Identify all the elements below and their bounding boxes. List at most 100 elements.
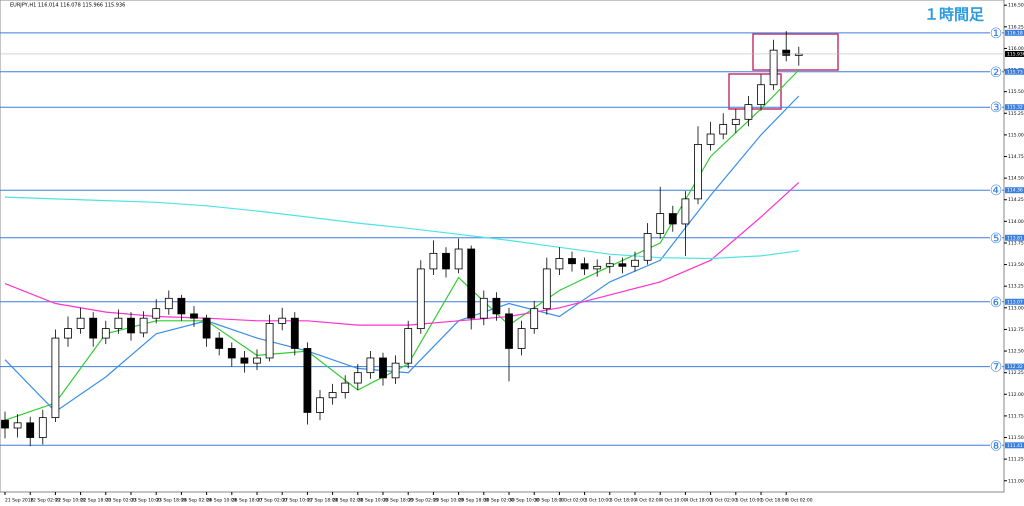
candle-body — [64, 328, 72, 339]
candle-body — [114, 317, 123, 329]
level-label: ③ — [990, 100, 1003, 116]
y-tick-label: 112.500 — [1008, 349, 1024, 355]
x-tick-label: 3 Oct 02:00 — [559, 498, 586, 504]
candle-body — [366, 357, 375, 374]
candle-body — [492, 297, 501, 315]
level-price: 114.36 — [1007, 188, 1023, 194]
candle-body — [769, 49, 778, 86]
level-badge — [990, 65, 1002, 78]
x-tick-label: 27 Sep 18:00 — [307, 498, 337, 504]
candle-body — [757, 84, 765, 106]
candle-body — [152, 308, 161, 319]
level-label: ① — [990, 26, 1003, 42]
y-tick-label: 112.750 — [1008, 327, 1024, 333]
level-price: 116.18 — [1007, 30, 1023, 36]
x-tick-label: 22 Sep 02:00 — [30, 498, 60, 504]
symbol-info: EURJPY,H1 116.014 116.078 115.966 115.93… — [10, 3, 125, 9]
x-tick-label: 5 Oct 18:00 — [761, 498, 788, 504]
level-price: 113.07 — [1007, 299, 1023, 305]
candle-body — [656, 213, 665, 234]
candle-body — [505, 313, 513, 349]
candle-body — [731, 118, 740, 125]
plot-frame — [0, 0, 1005, 493]
candle-body — [13, 422, 22, 429]
y-tick-label: 114.250 — [1008, 197, 1024, 203]
candle-body — [442, 252, 450, 270]
y-tick-label: 111.250 — [1008, 457, 1024, 463]
candle-body — [467, 248, 476, 319]
current-price-box — [1005, 50, 1024, 57]
level-price: 115.73 — [1007, 69, 1023, 75]
candle-body — [782, 49, 791, 56]
candle-body — [404, 328, 413, 364]
level-label: ④ — [990, 183, 1003, 199]
y-tick-label: 112.250 — [1008, 370, 1024, 376]
candle-body — [341, 382, 350, 393]
candle-body — [328, 392, 337, 399]
moving-average — [4, 196, 799, 260]
candle-body — [681, 198, 690, 225]
level-badge — [990, 439, 1002, 452]
x-tick-label: 3 Oct 10:00 — [585, 498, 612, 504]
highlight-box — [752, 33, 839, 71]
level-price-box — [1005, 104, 1024, 111]
x-tick-label: 29 Sep 18:00 — [459, 498, 489, 504]
level-price-box — [1005, 29, 1024, 36]
level-price: 111.41 — [1007, 443, 1023, 449]
highlight-box — [728, 73, 782, 110]
candle-body — [454, 248, 463, 270]
candle-body — [744, 104, 753, 120]
x-tick-label: 6 Oct 02:00 — [786, 498, 813, 504]
level-badge — [990, 26, 1002, 39]
x-tick-label: 28 Sep 10:00 — [358, 498, 388, 504]
x-tick-label: 28 Sep 18:00 — [383, 498, 413, 504]
x-tick-label: 30 Sep 10:00 — [509, 498, 539, 504]
candle-body — [101, 328, 110, 339]
x-tick-label: 3 Oct 18:00 — [610, 498, 637, 504]
candle-body — [202, 317, 211, 339]
level-badge — [990, 184, 1002, 197]
candle-body — [517, 328, 526, 349]
candle-body — [429, 252, 438, 270]
candle-body — [631, 259, 639, 267]
candle-body — [1, 419, 9, 429]
candle-body — [593, 265, 602, 270]
candle-body — [719, 124, 728, 135]
level-price-box — [1005, 442, 1024, 449]
x-tick-label: 30 Sep 18:00 — [534, 498, 564, 504]
candle-body — [89, 317, 98, 339]
level-price: 112.32 — [1007, 364, 1023, 370]
x-tick-label: 26 Sep 10:00 — [207, 498, 237, 504]
x-tick-label: 22 Sep 10:00 — [55, 498, 85, 504]
candle-body — [555, 258, 564, 270]
candle-body — [668, 213, 677, 225]
level-price: 115.32 — [1007, 105, 1023, 111]
x-tick-label: 29 Sep 02:00 — [408, 498, 438, 504]
candle-body — [227, 348, 236, 359]
y-tick-label: 116.250 — [1008, 24, 1024, 30]
candle-body — [139, 317, 148, 334]
level-label: ② — [990, 65, 1003, 81]
candle-body — [290, 317, 299, 349]
candle-body — [38, 417, 47, 438]
y-tick-label: 113.500 — [1008, 262, 1024, 268]
candle-body — [253, 357, 261, 364]
candle-body — [568, 258, 576, 265]
level-label: ⑥ — [990, 295, 1003, 311]
candle-body — [76, 317, 85, 329]
x-tick-label: 27 Sep 10:00 — [282, 498, 312, 504]
y-tick-label: 114.500 — [1008, 176, 1024, 182]
candle-body — [694, 144, 702, 200]
current-price-label: 115.936 — [1007, 51, 1024, 57]
candle-body — [530, 308, 539, 329]
level-price-box — [1005, 68, 1024, 75]
level-label: ⑦ — [990, 360, 1003, 376]
candle-body — [240, 357, 249, 364]
level-badge — [990, 101, 1002, 114]
level-label: ⑤ — [990, 231, 1003, 247]
y-tick-label: 115.250 — [1008, 111, 1024, 117]
candle-body — [127, 317, 135, 334]
level-price-box — [1005, 298, 1024, 305]
x-tick-label: 4 Oct 10:00 — [660, 498, 687, 504]
timeframe-label: １時間足 — [924, 6, 985, 24]
